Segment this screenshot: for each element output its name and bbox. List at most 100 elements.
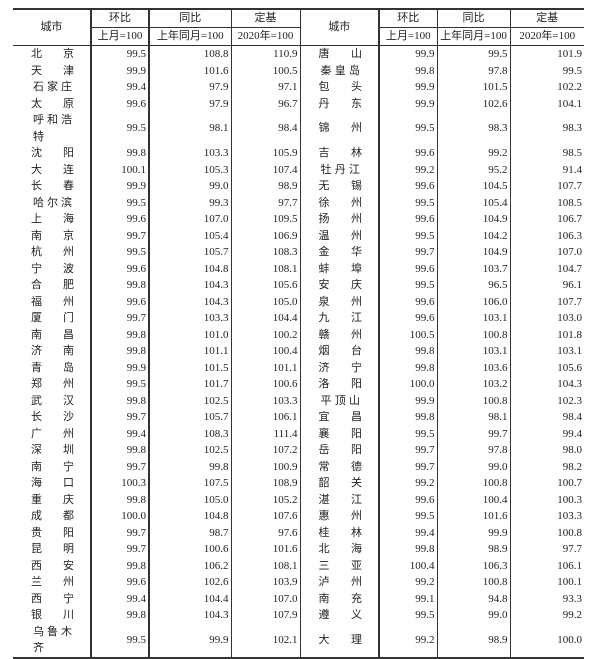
header-city: 城市: [13, 8, 91, 46]
cell-mom: 99.7: [378, 458, 437, 475]
city-name: 深圳: [31, 444, 74, 456]
table-row: 海口 100.3 107.5 108.9 韶关 99.2 100.8 100.7: [13, 475, 584, 492]
cell-base: 100.9: [230, 458, 300, 475]
cell-city: 九江: [299, 310, 379, 327]
cell-mom: 99.6: [378, 145, 437, 162]
header-yoy-sub: 上年同月=100: [148, 27, 231, 46]
cell-mom: 99.5: [378, 277, 437, 294]
cell-mom: 99.5: [378, 607, 437, 624]
cell-mom: 100.0: [90, 508, 149, 525]
cell-base: 108.1: [230, 260, 300, 277]
cell-mom: 99.8: [378, 409, 437, 426]
cell-yoy: 104.8: [148, 260, 231, 277]
cell-base: 104.7: [509, 260, 584, 277]
cell-base: 106.7: [509, 211, 584, 228]
city-name: 厦门: [31, 312, 74, 324]
city-name: 广州: [31, 427, 74, 440]
cell-base: 106.1: [509, 557, 584, 574]
cell-city: 郑州: [13, 376, 91, 393]
cell-mom: 99.9: [378, 392, 437, 409]
table-row: 兰州 99.6 102.6 103.9 泸州 99.2 100.8 100.1: [13, 574, 584, 591]
cell-mom: 99.7: [90, 524, 149, 541]
city-name: 昆明: [31, 543, 74, 555]
cell-mom: 100.3: [90, 475, 149, 492]
cell-yoy: 99.8: [148, 458, 231, 475]
cell-city: 南昌: [13, 327, 91, 344]
cell-mom: 99.8: [378, 541, 437, 558]
cell-mom: 99.5: [378, 194, 437, 211]
cell-base: 97.7: [509, 541, 584, 558]
city-name: 上海: [31, 213, 74, 225]
cell-yoy: 99.0: [436, 607, 510, 624]
city-name: 平顶山: [320, 394, 361, 407]
table-row: 深圳 99.8 102.5 107.2 岳阳 99.7 97.8 98.0: [13, 442, 584, 459]
cell-base: 106.9: [230, 227, 300, 244]
cell-base: 107.7: [509, 293, 584, 310]
city-name: 湛江: [318, 493, 363, 506]
cell-yoy: 103.7: [436, 260, 510, 277]
city-name: 丹东: [318, 97, 363, 110]
cell-city: 赣州: [299, 326, 379, 343]
cell-mom: 99.5: [90, 376, 149, 393]
cell-city: 南充: [299, 590, 379, 607]
cell-mom: 99.1: [378, 590, 437, 607]
cell-city: 北京: [13, 46, 91, 63]
cell-base: 105.9: [230, 145, 300, 162]
city-name: 杭州: [31, 246, 74, 258]
city-name: 乌鲁木齐: [33, 625, 72, 655]
cell-mom: 99.2: [378, 475, 437, 492]
cell-yoy: 105.7: [148, 409, 231, 426]
cell-city: 金华: [299, 244, 379, 261]
cell-mom: 99.7: [378, 244, 437, 261]
cell-city: 长春: [13, 178, 91, 195]
cell-base: 100.0: [509, 623, 584, 659]
city-name: 长沙: [31, 411, 74, 423]
header-base-sub: 2020年=100: [230, 27, 300, 46]
cell-city: 襄阳: [299, 425, 379, 442]
cell-city: 三亚: [299, 557, 379, 574]
cell-mom: 99.8: [90, 491, 149, 508]
cell-city: 乌鲁木齐: [13, 623, 91, 659]
cell-mom: 99.5: [378, 112, 437, 145]
city-name: 南充: [318, 592, 363, 605]
city-name: 青岛: [31, 361, 74, 374]
table-row: 南昌 99.8 101.0 100.2 赣州 100.5 100.8 101.8: [13, 326, 584, 344]
table-row: 大连 100.1 105.3 107.4 牡丹江 99.2 95.2 91.4: [13, 161, 584, 178]
cell-mom: 99.8: [378, 359, 437, 376]
table-row: 长春 99.9 99.0 98.9 无锡 99.6 104.5 107.7: [13, 178, 584, 195]
cell-base: 111.4: [230, 425, 300, 442]
cell-yoy: 104.2: [436, 227, 510, 244]
cell-base: 100.5: [230, 62, 300, 79]
city-name: 宁波: [31, 262, 74, 275]
city-name: 徐州: [318, 196, 363, 209]
city-name: 济南: [31, 345, 74, 357]
table-row: 长沙 99.7 105.7 106.1 宜昌 99.8 98.1 98.4: [13, 409, 584, 426]
cell-city: 宁波: [13, 261, 91, 278]
cell-base: 99.4: [509, 425, 584, 442]
cell-base: 108.3: [230, 244, 300, 261]
cell-city: 锦州: [299, 112, 379, 145]
table-row: 合肥 99.8 104.3 105.6 安庆 99.5 96.5 96.1: [13, 277, 584, 294]
city-name: 呼和浩特: [33, 114, 72, 143]
header-mom-sub: 上月=100: [90, 27, 149, 46]
cell-city: 银川: [13, 607, 91, 624]
cell-mom: 99.6: [378, 491, 437, 508]
cell-mom: 99.6: [378, 293, 437, 310]
table-row: 天津 99.9 101.6 100.5 秦皇岛 99.8 97.8 99.5: [13, 62, 584, 79]
city-name: 烟台: [318, 345, 363, 357]
cell-yoy: 103.1: [436, 343, 510, 360]
table-row: 厦门 99.7 103.3 104.4 九江 99.6 103.1 103.0: [13, 310, 584, 327]
cell-base: 107.9: [230, 607, 300, 624]
table-row: 北京 99.5 108.8 110.9 唐山 99.9 99.5 101.9: [13, 45, 584, 63]
cell-yoy: 104.3: [148, 277, 231, 294]
city-name: 合肥: [31, 279, 74, 291]
cell-base: 99.5: [509, 62, 584, 79]
cell-city: 济宁: [299, 359, 379, 376]
header-base: 定基: [230, 8, 300, 28]
table-row: 杭州 99.5 105.7 108.3 金华 99.7 104.9 107.0: [13, 244, 584, 261]
cell-base: 106.1: [230, 409, 300, 426]
city-name: 吉林: [318, 147, 363, 159]
cell-mom: 99.6: [378, 310, 437, 327]
header-row-1: 城市 环比 同比 定基 城市 环比 同比 定基: [13, 8, 584, 46]
cell-yoy: 101.7: [148, 376, 231, 393]
